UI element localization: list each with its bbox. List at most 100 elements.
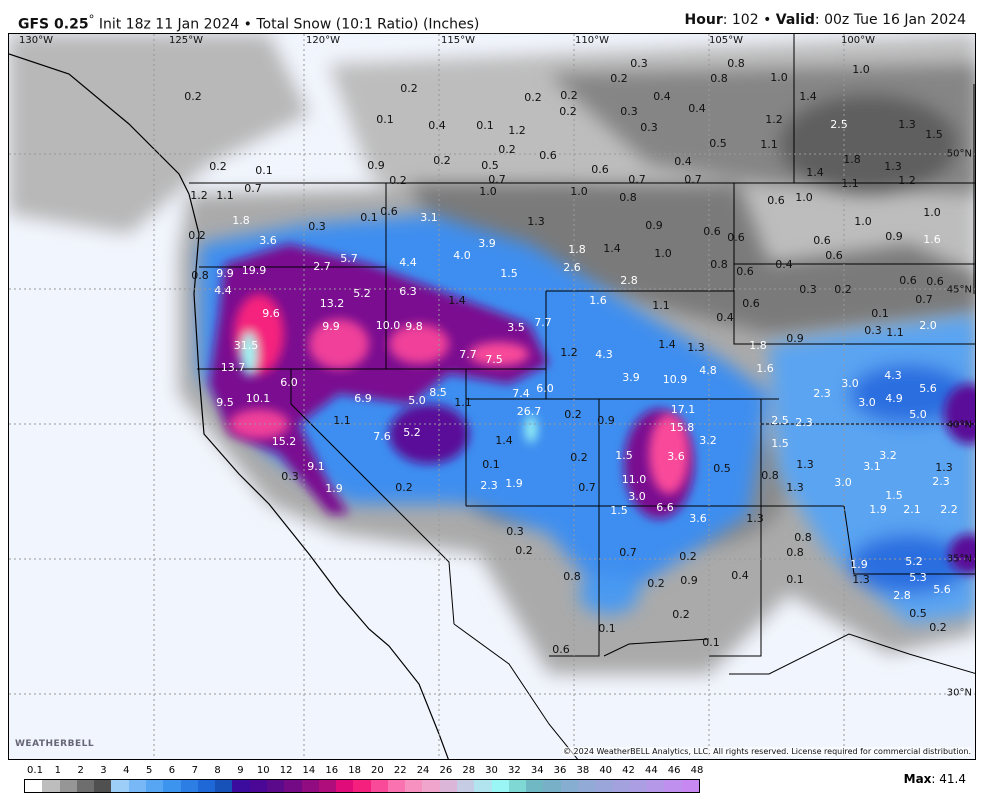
snowfall-value: 4.3: [595, 348, 613, 361]
colorbar-swatch: [578, 780, 596, 792]
snowfall-value: 6.0: [536, 382, 554, 395]
colorbar-swatch: [318, 780, 337, 792]
colorbar-tick-label: 38: [576, 765, 590, 776]
snowfall-value: 1.3: [884, 160, 902, 173]
snowfall-value: 9.1: [307, 460, 325, 473]
colorbar-swatch: [76, 780, 95, 792]
snowfall-value: 0.6: [552, 643, 570, 656]
snowfall-value: 0.6: [899, 274, 917, 287]
snowfall-value: 17.1: [670, 403, 696, 416]
snowfall-value: 0.1: [255, 164, 273, 177]
snowfall-value: 0.8: [761, 469, 779, 482]
snowfall-value: 15.2: [271, 435, 297, 448]
snowfall-value: 0.2: [647, 577, 665, 590]
pink-snow-area: [229, 294, 689, 494]
snowfall-value: 2.2: [940, 503, 958, 516]
snowfall-value: 1.0: [923, 206, 941, 219]
snowfall-value: 0.2: [400, 82, 418, 95]
colorbar-tick-labels: 0.1 1 2 3 4 5 6 7 8 9 10 12 14 16 18 20 22 24 26 28 30 32 34 36…: [24, 765, 703, 777]
snowfall-value: 0.9: [367, 159, 385, 172]
snowfall-value: 0.2: [524, 91, 542, 104]
snowfall-value: 0.6: [813, 234, 831, 247]
snowfall-value: 0.2: [188, 229, 206, 242]
snowfall-map: 130°W 125°W 120°W 115°W 110°W 105°W 100°W 50°N…: [8, 33, 976, 760]
colorbar-swatch: [180, 780, 198, 792]
colorbar-swatch: [215, 780, 233, 792]
colorbar-swatch: [387, 780, 406, 792]
colorbar-tick-label: 34: [530, 765, 544, 776]
colorbar-tick-label: 48: [690, 765, 704, 776]
snowfall-value: 9.9: [216, 267, 234, 280]
colorbar-swatch: [560, 780, 578, 792]
snowfall-value: 0.6: [926, 275, 944, 288]
colorbar-swatch: [111, 780, 129, 792]
snowfall-value: 15.8: [669, 421, 695, 434]
snowfall-value: 2.3: [813, 387, 831, 400]
colorbar-swatch: [457, 780, 475, 792]
colorbar-swatch: [128, 780, 146, 792]
snowfall-value: 1.5: [500, 267, 518, 280]
snowfall-value: 2.1: [903, 503, 921, 516]
snowfall-value: 0.6: [742, 297, 760, 310]
colorbar-tick-label: 7: [191, 765, 198, 776]
colorbar-swatch: [629, 780, 648, 792]
snowfall-value: 5.7: [340, 252, 358, 265]
snowfall-value: 0.2: [672, 608, 690, 621]
snowfall-value: 3.0: [841, 377, 859, 390]
longitude-label: 130°W: [19, 35, 53, 46]
snowfall-value: 2.3: [932, 475, 950, 488]
snowfall-value: 3.0: [858, 396, 876, 409]
snowfall-value: 5.0: [909, 408, 927, 421]
snowfall-value: 9.5: [216, 396, 234, 409]
snowfall-value: 1.6: [589, 294, 607, 307]
colorbar-swatch: [439, 780, 458, 792]
map-title: GFS 0.25° Init 18z 11 Jan 2024 • Total S…: [18, 12, 479, 33]
snowfall-value: 0.8: [786, 546, 804, 559]
snowfall-value: 1.1: [841, 177, 859, 190]
snowfall-value: 1.4: [658, 338, 676, 351]
snowfall-value: 0.2: [184, 90, 202, 103]
snowfall-value: 5.2: [403, 426, 421, 439]
max-value: Max: 41.4: [904, 772, 966, 786]
snowfall-value: 26.7: [516, 405, 542, 418]
snowfall-value: 3.9: [622, 371, 640, 384]
colorbar-swatch: [508, 780, 527, 792]
snowfall-value: 4.4: [399, 256, 417, 269]
colorbar-swatch: [422, 780, 440, 792]
snowfall-value: 3.2: [879, 449, 897, 462]
max-number: : 41.4: [931, 772, 966, 786]
snowfall-value: 0.1: [476, 119, 494, 132]
snowfall-value: 0.3: [799, 283, 817, 296]
snowfall-value: 2.5: [830, 118, 848, 131]
snowfall-value: 1.8: [843, 153, 861, 166]
snowfall-value: 1.1: [760, 138, 778, 151]
snowfall-value: 0.9: [645, 219, 663, 232]
snowfall-value: 5.2: [353, 287, 371, 300]
snowfall-value: 1.9: [869, 503, 887, 516]
snowfall-value: 5.6: [933, 583, 951, 596]
snowfall-value: 1.3: [935, 461, 953, 474]
latitude-label: 30°N: [946, 687, 972, 699]
snowfall-value: 0.7: [628, 173, 646, 186]
colorbar-swatch: [232, 780, 250, 792]
snowfall-value: 1.3: [898, 118, 916, 131]
snowfall-value: 6.0: [280, 376, 298, 389]
snowfall-value: 2.0: [919, 319, 937, 332]
snowfall-value: 1.3: [786, 481, 804, 494]
snowfall-value: 1.8: [749, 339, 767, 352]
snowfall-value: 0.2: [433, 154, 451, 167]
snowfall-value: 7.6: [373, 430, 391, 443]
snowfall-value: 3.0: [834, 476, 852, 489]
snowfall-value: 0.2: [610, 72, 628, 85]
copyright-notice: © 2024 WeatherBELL Analytics, LLC. All r…: [563, 747, 971, 756]
model-name: GFS 0.25: [18, 16, 89, 33]
snowfall-value: 9.6: [262, 307, 280, 320]
snowfall-value: 10.1: [245, 392, 271, 405]
snowfall-value: 0.2: [559, 105, 577, 118]
snowfall-value: 8.5: [429, 386, 447, 399]
snowfall-value: 0.9: [597, 414, 615, 427]
snowfall-value: 1.3: [796, 458, 814, 471]
snowfall-value: 0.6: [727, 231, 745, 244]
snowfall-value: 7.4: [512, 387, 530, 400]
colorbar-swatch: [543, 780, 561, 792]
